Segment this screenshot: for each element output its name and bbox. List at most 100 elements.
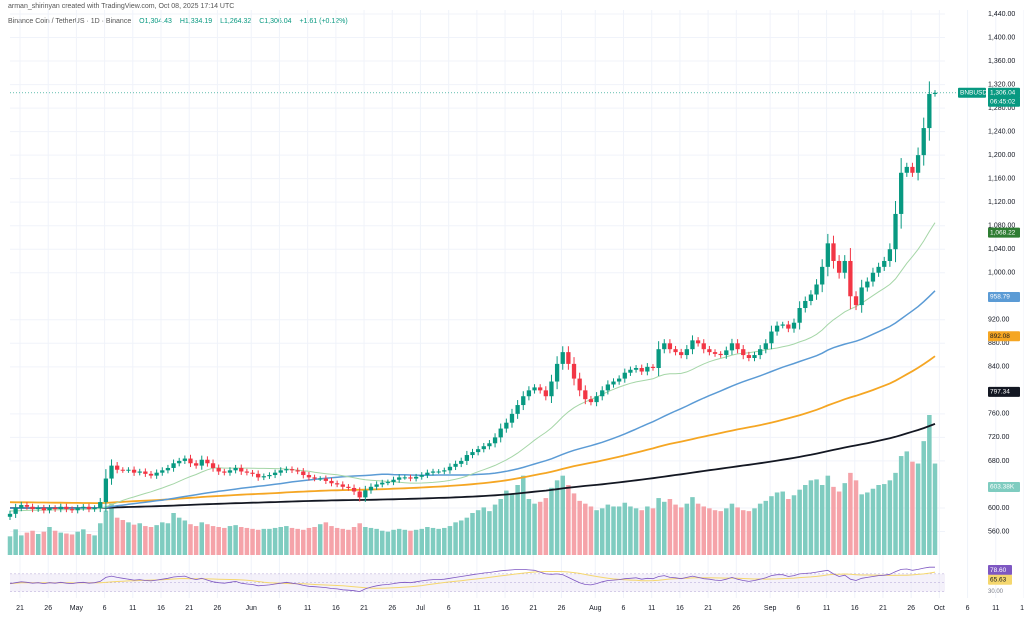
candle-body <box>605 384 611 391</box>
volume-bar <box>289 527 295 555</box>
volume-bar <box>881 484 887 555</box>
candle-body <box>571 363 577 379</box>
volume-bar <box>126 522 131 555</box>
volume-bar <box>915 463 921 555</box>
candle-body <box>504 422 509 429</box>
candle-body <box>870 272 876 282</box>
volume-bar <box>205 524 210 555</box>
x-axis-tick-label: 16 <box>332 605 340 612</box>
candle-body <box>256 473 261 478</box>
y-axis-tick-label: 1,200.00 <box>988 152 1015 159</box>
volume-bar <box>447 526 453 555</box>
volume-bar <box>363 527 368 555</box>
candle-body <box>639 368 644 372</box>
volume-bar <box>250 528 255 555</box>
y-axis-tick-label: 1,000.00 <box>988 270 1015 277</box>
volume-bar <box>137 523 142 555</box>
volume-bar <box>662 501 667 555</box>
sma200-line <box>10 423 936 509</box>
volume-bar <box>92 535 97 555</box>
x-axis-tick-label: 26 <box>214 605 222 612</box>
candle-body <box>487 443 492 447</box>
volume-bar <box>334 527 340 555</box>
candle-body <box>633 368 639 370</box>
volume-bar <box>41 531 47 555</box>
volume-bar <box>769 496 774 555</box>
candle-body <box>7 513 13 517</box>
candle-body <box>859 287 864 306</box>
volume-bar <box>238 527 244 555</box>
volume-bar <box>532 503 537 555</box>
y-axis-tick-label: 560.00 <box>988 528 1010 535</box>
y-axis-tick-label: 600.00 <box>988 505 1010 512</box>
y-axis-tick-label: 760.00 <box>988 411 1010 418</box>
candle-body <box>289 469 295 471</box>
volume-bar <box>887 480 893 555</box>
volume-bar <box>148 527 154 555</box>
volume-bar <box>481 507 487 555</box>
candle-body <box>199 459 204 466</box>
candle-body <box>193 463 199 466</box>
candle-body <box>893 213 898 250</box>
candle-body <box>346 486 351 488</box>
candle-body <box>334 483 340 485</box>
volume-bar <box>346 529 351 555</box>
candle-body <box>532 387 537 391</box>
rsi-line <box>9 566 935 593</box>
candle-body <box>267 475 272 477</box>
volume-bar <box>571 493 577 555</box>
volume-bar <box>836 491 842 555</box>
volume-bar <box>357 523 362 555</box>
volume-bar <box>413 529 419 555</box>
candle-body <box>475 449 481 453</box>
candle-body <box>182 458 187 461</box>
last-price-tag: 1,306.04 <box>988 87 1020 98</box>
volume-bar <box>402 529 408 555</box>
candle-body <box>413 476 419 479</box>
candle-body <box>368 486 374 491</box>
sma50-line <box>10 290 936 509</box>
volume-bar <box>165 523 171 555</box>
rsi-ma-value-tag-bg <box>988 574 1012 585</box>
volume-bar <box>757 503 763 555</box>
x-axis-tick-label: 11 <box>823 605 830 612</box>
candle-body <box>645 366 650 372</box>
volume-bar <box>368 527 374 555</box>
candle-body <box>622 372 627 379</box>
x-axis-tick-label: 11 <box>304 605 311 612</box>
volume-bar <box>396 528 402 555</box>
candle-body <box>667 343 673 350</box>
candle-body <box>538 387 543 391</box>
volume-bar <box>58 532 64 555</box>
candle-body <box>628 369 633 373</box>
volume-bar <box>865 492 870 555</box>
volume-bar <box>24 532 30 555</box>
volume-bar <box>780 491 785 555</box>
candle-body <box>188 458 193 464</box>
candle-body <box>492 437 498 444</box>
candle-body <box>148 473 154 476</box>
candle-body <box>904 166 909 173</box>
x-axis-tick-label: 16 <box>676 605 684 612</box>
x-axis-tick-label: 26 <box>388 605 396 612</box>
x-axis-tick-label: 16 <box>851 605 859 612</box>
candle-body <box>470 452 475 456</box>
volume-bar <box>188 524 193 555</box>
countdown-tag-bg <box>988 96 1020 107</box>
candle-body <box>436 471 441 473</box>
candle-body <box>521 396 526 406</box>
candle-body <box>758 349 763 356</box>
candle-body <box>915 155 921 173</box>
volume-bar <box>910 461 915 555</box>
volume-bar <box>227 526 233 555</box>
candle-body <box>842 260 847 273</box>
volume-bar <box>176 517 182 555</box>
symbol-ohlc-header: Binance Coin / TetherUS · 1D · Binance O… <box>8 18 348 25</box>
volume-bar <box>19 535 24 555</box>
candle-body <box>64 506 69 510</box>
y-axis-tick-label: 720.00 <box>988 434 1010 441</box>
x-axis-tick-label: 21 <box>704 605 712 612</box>
sma200-price-tag: 797.34 <box>988 386 1020 397</box>
